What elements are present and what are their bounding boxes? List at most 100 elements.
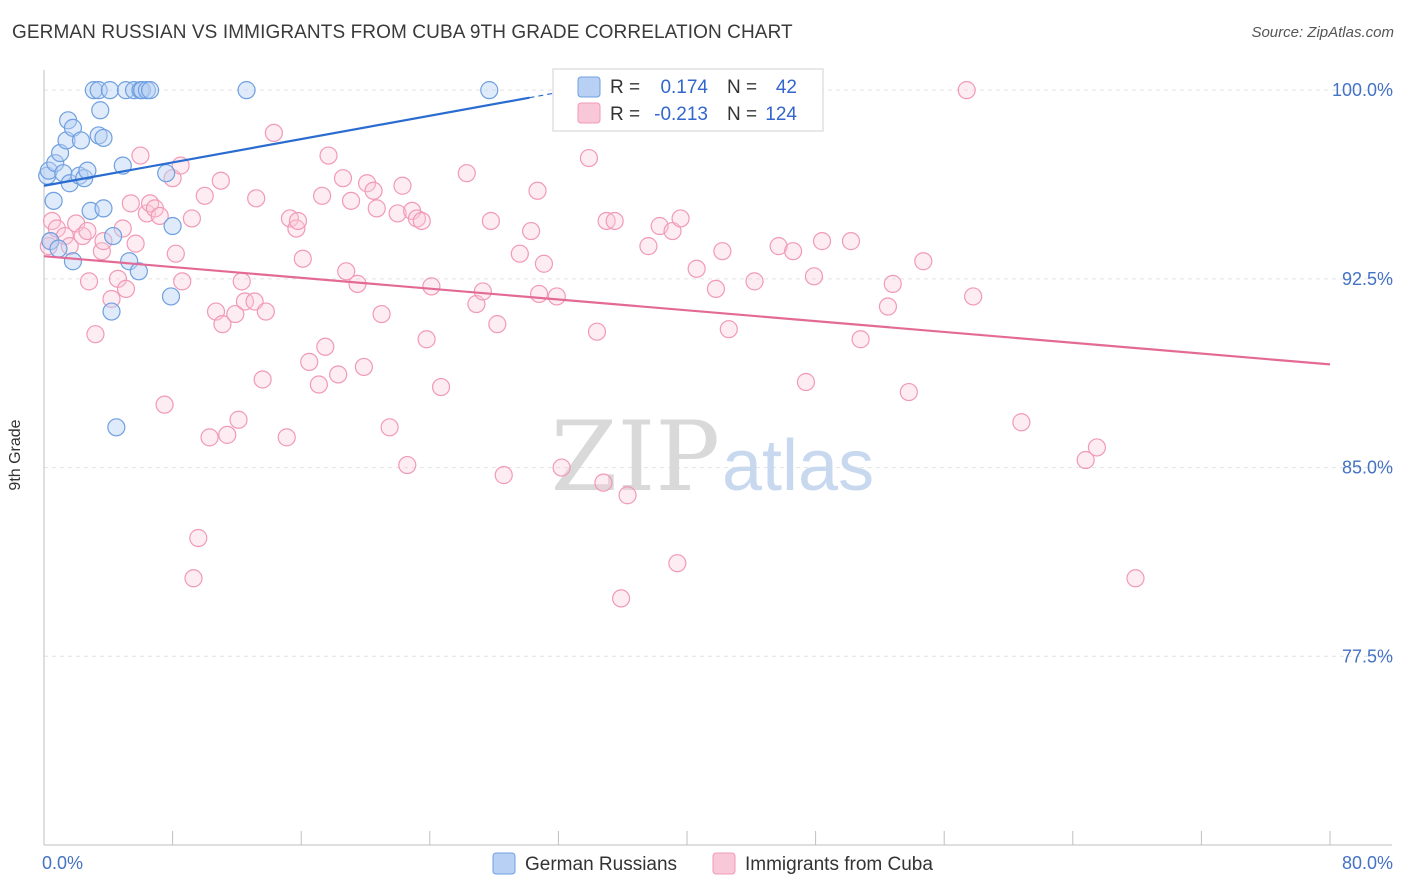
data-point [312,186,332,205]
legend-swatch-pink [577,102,601,124]
data-point [113,219,132,238]
data-point [73,226,92,246]
data-point [218,425,237,444]
y-tick-labels: 100.0% 92.5% 85.0% 77.5% [1332,80,1393,666]
legend-n-label: N = [727,77,757,98]
data-point [121,194,140,213]
data-point [89,126,108,145]
data-point [481,211,500,231]
data-point [372,304,391,324]
axes [43,70,1392,846]
data-point [883,274,902,293]
data-point [237,81,256,100]
legend-bottom-swatch-pink [712,852,736,875]
data-point [639,237,658,256]
legend-r-label: R = [610,77,640,98]
data-point [957,81,976,100]
data-point [319,146,338,165]
data-point [431,377,451,397]
data-point [60,237,79,256]
legend-n-pink: 124 [765,104,797,125]
data-point [488,315,507,334]
data-point [473,282,492,301]
data-point [129,262,148,281]
data-point [247,189,266,208]
data-point [671,209,690,228]
data-point [367,199,386,218]
data-point [107,418,126,437]
data-point [184,569,203,588]
data-point [293,249,312,268]
data-point [1126,569,1145,588]
data-point [200,428,219,447]
data-point [528,181,547,200]
data-point [611,589,631,608]
data-point [211,171,230,190]
legend-bottom-label-blue: German Russians [525,854,677,875]
data-point [245,292,264,311]
data-point [605,211,624,231]
series-legend: German Russians Immigrants from Cuba [492,852,933,875]
data-point [510,244,529,263]
data-point [769,237,788,256]
chart-title: GERMAN RUSSIAN VS IMMIGRANTS FROM CUBA 9… [12,22,793,43]
data-point [594,473,613,492]
data-point [94,128,113,148]
data-point [213,315,232,334]
y-tick-label: 77.5% [1342,646,1393,666]
data-point [229,410,248,429]
data-point [316,337,335,356]
data-point [84,81,103,100]
legend-n-label: N = [727,104,757,125]
data-point [232,272,251,291]
y-tick-label: 85.0% [1342,458,1393,478]
legend-r-label: R = [610,104,640,125]
data-point [63,252,83,271]
data-point [914,252,933,271]
data-point [719,320,738,339]
data-point [253,370,272,389]
x-tick-min: 0.0% [42,853,83,873]
data-point [309,375,328,394]
data-point [300,352,319,371]
data-point [587,322,607,341]
trend-line [43,96,530,187]
data-point [354,357,373,377]
data-point [150,206,169,226]
series-cuba-points [39,81,1145,608]
data-point [358,174,377,193]
legend-r-pink: -0.213 [654,104,708,125]
data-point [155,395,174,414]
legend-r-blue: 0.174 [660,77,708,98]
data-point [102,289,121,309]
data-point [534,254,554,273]
data-point [166,244,185,263]
data-point [86,325,105,344]
data-point [131,146,150,165]
data-point [79,272,99,291]
data-point [329,365,348,384]
trend-line [43,255,1331,366]
data-point [796,372,816,392]
data-point [480,81,499,100]
data-point [94,199,113,218]
data-point [878,297,898,316]
data-point [398,455,417,475]
data-point [530,284,549,304]
data-point [235,292,255,311]
data-point [126,234,145,253]
data-point [116,279,136,299]
data-point [264,123,283,143]
data-point [668,554,687,573]
data-point [783,242,803,261]
data-point [140,81,160,100]
data-point [157,164,176,183]
data-point [364,181,383,200]
data-point [173,272,192,291]
data-point [422,277,441,296]
data-point [71,131,91,150]
data-point [39,161,58,180]
data-point [521,221,541,241]
legend-n-blue: 42 [776,77,797,98]
